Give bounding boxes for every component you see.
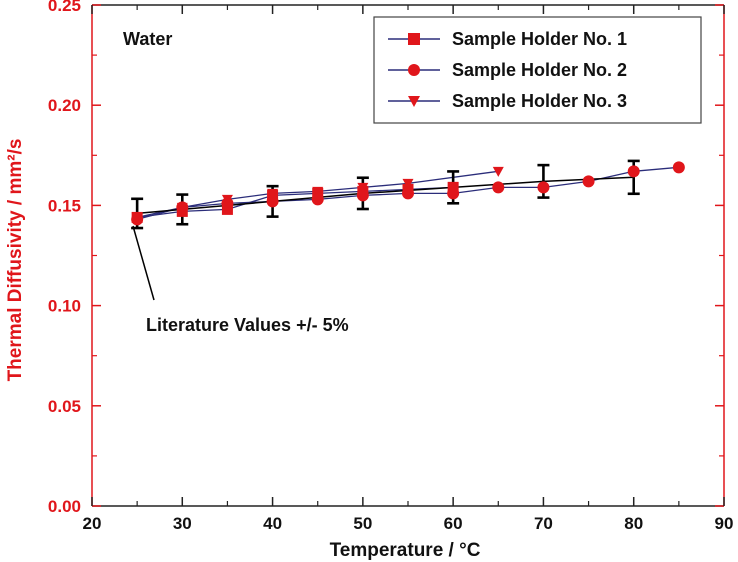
series-2-point — [492, 181, 505, 194]
series-1-point — [447, 181, 459, 193]
legend-marker — [408, 64, 420, 76]
y-tick-label: 0.10 — [48, 297, 81, 316]
legend: Sample Holder No. 1 Sample Holder No. 2 Sa… — [373, 16, 702, 124]
series-2-point — [266, 195, 279, 208]
series-3-point — [176, 202, 188, 213]
marker-layer — [131, 161, 685, 226]
x-tick-label: 60 — [444, 514, 463, 533]
x-tick-label: 30 — [173, 514, 192, 533]
x-tick-label: 40 — [263, 514, 282, 533]
legend-label: Sample Holder No. 2 — [452, 60, 627, 80]
y-tick-label: 0.20 — [48, 96, 81, 115]
series-3-point — [357, 182, 369, 193]
legend-label: Sample Holder No. 3 — [452, 91, 627, 111]
y-tick-label: 0.25 — [48, 0, 81, 15]
y-tick-label: 0.15 — [48, 196, 81, 215]
legend-label: Sample Holder No. 1 — [452, 29, 627, 49]
y-axis-title: Thermal Diffusivity / mm²/s — [5, 139, 26, 382]
series-3-point — [267, 188, 279, 199]
literature-line — [137, 176, 634, 215]
y-axis: 0.00 0.05 0.10 0.15 0.20 0.25 — [48, 0, 724, 516]
series-2-point — [402, 187, 414, 200]
x-tick-label: 20 — [83, 514, 102, 533]
series-2-point — [537, 181, 550, 194]
series-3-point — [492, 166, 504, 177]
series-2-point — [356, 189, 369, 202]
chart-annotation-water: Water — [123, 29, 172, 49]
series-2-point — [447, 187, 460, 200]
legend-marker — [408, 33, 420, 45]
series-1-point — [221, 203, 233, 215]
series-3-point — [221, 194, 233, 205]
series-2-point — [311, 193, 324, 206]
series-2-point — [627, 165, 640, 178]
series-3-point — [312, 186, 324, 197]
x-tick-label: 80 — [624, 514, 643, 533]
callout-line — [132, 225, 155, 301]
x-tick-label: 90 — [715, 514, 734, 533]
legend-marker — [408, 96, 420, 107]
y-tick-label: 0.05 — [48, 397, 81, 416]
x-axis: 20 30 40 50 60 70 80 90 — [83, 5, 734, 533]
series-3-point — [402, 178, 414, 189]
x-axis-title: Temperature / °C — [330, 540, 481, 561]
y-tick-label: 0.00 — [48, 497, 81, 516]
series-1-line — [137, 186, 454, 219]
series-3-line — [136, 170, 499, 219]
series-2-point — [582, 175, 595, 188]
series-3-point — [131, 212, 143, 223]
literature-values-label: Literature Values +/- 5% — [146, 315, 349, 335]
x-tick-label: 50 — [353, 514, 372, 533]
series-2-point — [672, 161, 685, 174]
x-tick-label: 70 — [534, 514, 553, 533]
